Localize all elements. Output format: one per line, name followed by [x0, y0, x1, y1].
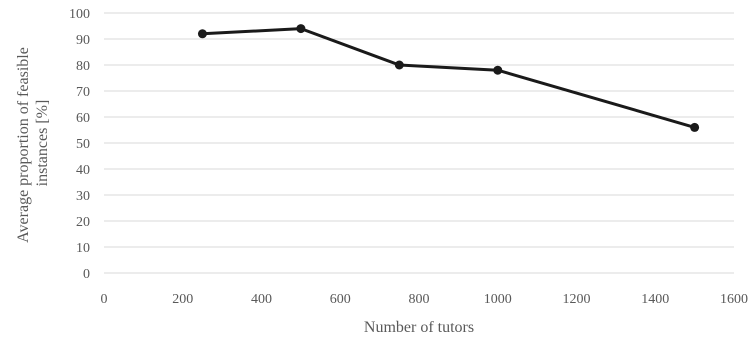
x-tick-label: 600: [330, 292, 351, 307]
y-tick-label: 0: [83, 267, 90, 282]
x-tick-label: 400: [251, 292, 272, 307]
y-tick-label: 80: [76, 59, 90, 74]
y-tick-label: 70: [76, 85, 90, 100]
y-axis-title-line-1: Average proportion of feasible: [15, 47, 32, 243]
x-axis-title: Number of tutors: [364, 319, 474, 336]
x-tick-label: 1400: [641, 292, 669, 307]
data-point: [197, 29, 207, 39]
x-tick-label: 800: [409, 292, 430, 307]
y-axis-ticks: 0 10 20 30 40 50 60 70 80 90 100: [69, 7, 90, 282]
x-tick-label: 1000: [484, 292, 512, 307]
y-tick-label: 50: [76, 137, 90, 152]
y-tick-label: 10: [76, 241, 90, 256]
gridlines: [104, 12, 734, 274]
y-axis-title: Average proportion of feasible instances…: [15, 43, 51, 243]
data-point: [493, 65, 503, 75]
data-point: [394, 60, 404, 70]
data-point: [296, 24, 306, 34]
data-points: [197, 24, 700, 132]
y-axis-title-line-2: instances [%]: [34, 100, 51, 187]
y-tick-label: 60: [76, 111, 90, 126]
data-point: [690, 122, 700, 132]
y-tick-label: 90: [76, 33, 90, 48]
y-tick-label: 20: [76, 215, 90, 230]
x-tick-label: 1600: [720, 292, 748, 307]
x-axis-ticks: 0 200 400 600 800 1000 1200 1400 1600: [101, 292, 749, 307]
y-tick-label: 30: [76, 189, 90, 204]
x-tick-label: 200: [172, 292, 193, 307]
y-tick-label: 100: [69, 7, 90, 22]
x-tick-label: 1200: [563, 292, 591, 307]
x-tick-label: 0: [101, 292, 108, 307]
series-line: [202, 27, 696, 129]
y-tick-label: 40: [76, 163, 90, 178]
